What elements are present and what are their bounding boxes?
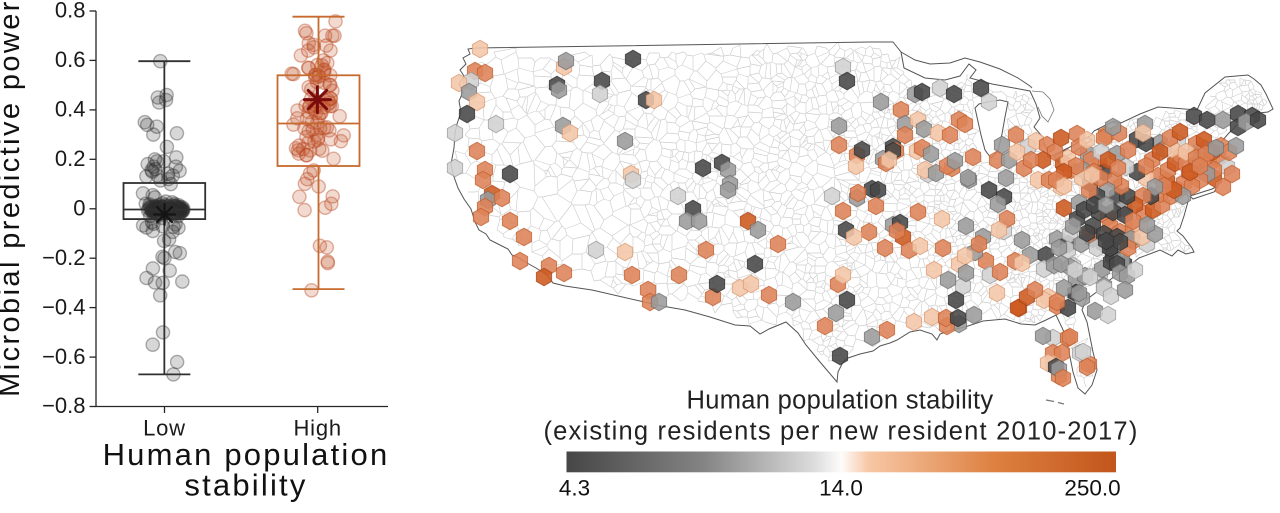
svg-text:stability: stability	[184, 468, 307, 503]
svg-text:Human population stability: Human population stability	[687, 387, 994, 415]
svg-text:0: 0	[73, 195, 85, 220]
svg-text:0.6: 0.6	[55, 47, 86, 72]
svg-text:(existing residents per new re: (existing residents per new resident 201…	[543, 418, 1138, 446]
svg-text:4.3: 4.3	[559, 476, 590, 501]
svg-text:−0.6: −0.6	[42, 344, 85, 369]
svg-text:Human population: Human population	[103, 437, 390, 472]
svg-text:High: High	[293, 416, 341, 441]
svg-text:0.4: 0.4	[55, 97, 86, 122]
svg-text:250.0: 250.0	[1064, 476, 1120, 501]
svg-text:−0.2: −0.2	[42, 245, 85, 270]
svg-text:Microbial predictive power: Microbial predictive power	[0, 0, 26, 397]
svg-text:−0.8: −0.8	[42, 393, 85, 418]
svg-text:0.8: 0.8	[55, 0, 86, 23]
svg-text:0.2: 0.2	[55, 146, 86, 171]
svg-text:Low: Low	[143, 416, 186, 441]
svg-text:14.0: 14.0	[819, 476, 863, 501]
svg-text:−0.4: −0.4	[42, 294, 85, 319]
